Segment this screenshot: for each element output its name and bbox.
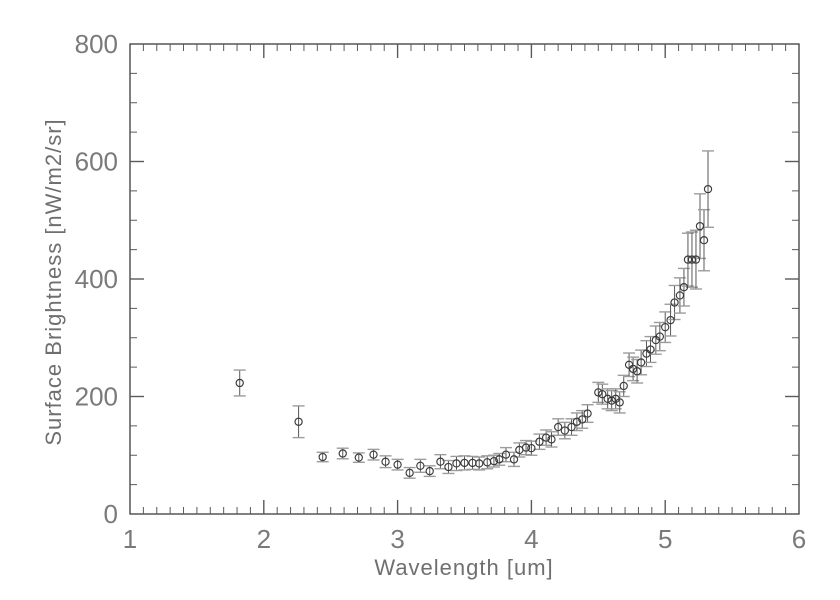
data-point [583, 409, 592, 418]
y-tick-label: 800 [75, 29, 118, 59]
data-point [460, 458, 469, 468]
data-point [495, 455, 504, 464]
data-point [567, 422, 576, 432]
x-axis-title: Wavelength [um] [374, 555, 554, 580]
data-point [560, 426, 570, 435]
x-tick-label: 5 [658, 524, 672, 554]
data-point [578, 415, 587, 424]
y-tick-label: 200 [75, 382, 118, 412]
y-axis-title: Surface Brightness [nW/m2/sr] [41, 118, 66, 446]
data-point [695, 221, 705, 231]
y-tick-label: 400 [75, 264, 118, 294]
data-point [318, 452, 327, 462]
data-point [632, 367, 642, 376]
data-point [381, 457, 390, 466]
x-tick-label: 2 [257, 524, 271, 554]
data-point [603, 394, 612, 404]
data-point [598, 389, 607, 399]
x-tick-label: 1 [123, 524, 137, 554]
data-point [636, 358, 646, 367]
data-point [594, 388, 603, 397]
data-point [452, 459, 461, 468]
data-point [607, 396, 616, 405]
x-tick-label: 6 [792, 524, 806, 554]
data-point [683, 255, 693, 264]
data-point [572, 417, 582, 426]
data-point [369, 450, 378, 459]
data-point [619, 381, 628, 391]
data-point [699, 236, 709, 245]
data-point [527, 444, 536, 453]
data-point [338, 449, 347, 458]
data-point [675, 291, 685, 300]
data-point [679, 283, 689, 292]
x-tick-label: 3 [390, 524, 404, 554]
data-point [416, 461, 425, 471]
data-point [501, 450, 511, 459]
data-point [541, 433, 551, 442]
data-point [354, 453, 363, 462]
data-point [444, 462, 453, 472]
data-point [687, 255, 697, 264]
data-point [615, 398, 624, 407]
data-point [670, 298, 679, 307]
axis-frame [129, 43, 800, 515]
data-point [666, 315, 675, 325]
data-point [475, 459, 484, 468]
data-point [547, 435, 556, 444]
data-point [521, 443, 531, 452]
data-point [646, 345, 655, 354]
data-point [509, 455, 519, 464]
y-tick-label: 0 [104, 499, 118, 529]
data-point [703, 184, 713, 194]
data-point [393, 460, 402, 469]
data-point [661, 322, 670, 332]
data-point [628, 364, 638, 374]
data-point [535, 437, 544, 446]
data-point [405, 468, 414, 478]
data-point [691, 255, 701, 264]
data-point [294, 417, 303, 426]
data-point [489, 456, 499, 466]
data-point [553, 422, 563, 432]
data-point [436, 457, 445, 466]
x-tick-label: 4 [524, 524, 538, 554]
data-point [655, 332, 665, 341]
data-point [425, 466, 434, 476]
y-tick-label: 600 [75, 147, 118, 177]
data-point [235, 378, 244, 388]
